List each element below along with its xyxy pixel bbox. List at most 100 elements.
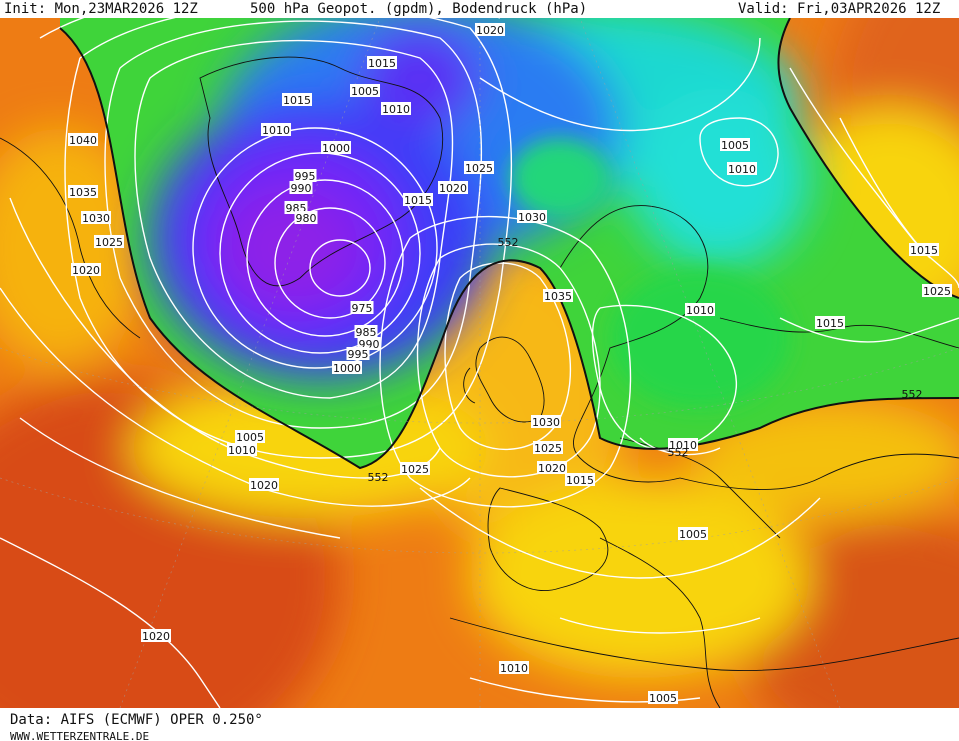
isobar-label-bg <box>543 289 573 302</box>
isobar-label-bg <box>282 93 312 106</box>
isobar-label: 1015 <box>283 94 311 107</box>
isohypse-label: 552 <box>902 388 923 401</box>
isobar-label: 1010 <box>262 124 290 137</box>
isobar-label-bg <box>350 301 374 314</box>
isobar-label: 985 <box>356 326 377 339</box>
isobar-label: 995 <box>295 170 316 183</box>
isobar-label: 1005 <box>649 692 677 705</box>
isobar-label: 1015 <box>368 57 396 70</box>
isohypse-552 <box>59 27 959 470</box>
isobar-label-bg <box>227 443 257 456</box>
isohypse-label: 552 <box>668 446 689 459</box>
isobar-label-bg <box>720 138 750 151</box>
valid-time: Valid: Fri,03APR2026 12Z <box>738 1 941 17</box>
isobar-label: 975 <box>352 302 373 315</box>
isobar-label-bg <box>727 162 757 175</box>
isobar-label: 1005 <box>679 528 707 541</box>
isobar-label: 1010 <box>500 662 528 675</box>
isobar-label: 1005 <box>351 85 379 98</box>
isobar-label-bg <box>350 84 380 97</box>
isobar-label-bg <box>354 325 378 338</box>
isobar-label: 1000 <box>333 362 361 375</box>
isobar-label: 1025 <box>401 463 429 476</box>
init-time: Init: Mon,23MAR2026 12Z <box>4 1 198 17</box>
isobar-label-bg <box>294 211 318 224</box>
isobar-label-bg <box>284 201 308 214</box>
isobar-label: 990 <box>291 182 312 195</box>
isobar-label-bg <box>565 473 595 486</box>
isohypse-552-east <box>777 18 959 299</box>
isobar-label-bg <box>685 303 715 316</box>
isobar-label: 1020 <box>142 630 170 643</box>
isobar-label-bg <box>678 527 708 540</box>
isobar-label-bg <box>367 56 397 69</box>
isobar-label: 1025 <box>95 236 123 249</box>
site-url: WWW.WETTERZENTRALE.DE <box>10 730 150 741</box>
isobar-label: 1025 <box>534 442 562 455</box>
isobars <box>0 18 959 708</box>
isobar-label-bg <box>531 415 561 428</box>
isobar-label-layer: 1020101510051015101010101040100099599098… <box>68 23 952 705</box>
isobar-label-bg <box>438 181 468 194</box>
isobar-label-bg <box>475 23 505 36</box>
isobar-label-bg <box>289 181 313 194</box>
isobar-label: 1010 <box>728 163 756 176</box>
isobar-label-bg <box>403 193 433 206</box>
isobar-label-bg <box>321 141 351 154</box>
isobar-label-bg <box>668 438 698 451</box>
isobar-label: 1005 <box>721 139 749 152</box>
isobar-label: 1010 <box>382 103 410 116</box>
isobar-label: 980 <box>296 212 317 225</box>
green-detail <box>510 138 790 408</box>
isobar-label-bg <box>332 361 362 374</box>
isobar-label: 1015 <box>404 194 432 207</box>
isobar-label-bg <box>261 123 291 136</box>
weather-map: 1020101510051015101010101040100099599098… <box>0 18 959 708</box>
isobar-label-bg <box>235 430 265 443</box>
isobar-label: 1020 <box>538 462 566 475</box>
isobar-label: 1040 <box>69 134 97 147</box>
isobar-label-bg <box>533 441 563 454</box>
isobar-label: 1005 <box>236 431 264 444</box>
graticule <box>0 18 959 708</box>
isohypse-label: 552 <box>368 471 389 484</box>
isobar-label-bg <box>141 629 171 642</box>
isobar-label: 1030 <box>518 211 546 224</box>
isobar-label: 1020 <box>250 479 278 492</box>
isobar-label-bg <box>909 243 939 256</box>
isobar-label-bg <box>68 185 98 198</box>
isohypse-label: 552 <box>498 236 519 249</box>
isobar-label-bg <box>381 102 411 115</box>
isobar-label-bg <box>71 263 101 276</box>
isobar-label: 1010 <box>686 304 714 317</box>
isobar-label-bg <box>357 337 381 350</box>
isobar-label: 1030 <box>532 416 560 429</box>
isobar-label-bg <box>464 161 494 174</box>
isobar-label-bg <box>94 235 124 248</box>
isobar-label-bg <box>815 316 845 329</box>
isobar-label: 1015 <box>566 474 594 487</box>
isobar-label-bg <box>648 691 678 704</box>
isobar-label: 1025 <box>465 162 493 175</box>
isobar-label-bg <box>81 211 111 224</box>
isobar-label: 1035 <box>69 186 97 199</box>
isobar-label: 1015 <box>910 244 938 257</box>
isobar-label-bg <box>400 462 430 475</box>
data-source: Data: AIFS (ECMWF) OPER 0.250° <box>10 712 263 728</box>
isobar-label-bg <box>249 478 279 491</box>
isobar-label: 1010 <box>669 439 697 452</box>
isobar-label: 995 <box>348 348 369 361</box>
isobar-label: 1000 <box>322 142 350 155</box>
isobar-label: 1020 <box>439 182 467 195</box>
isobar-label: 1020 <box>476 24 504 37</box>
isobar-label: 1035 <box>544 290 572 303</box>
isobar-label-bg <box>68 133 98 146</box>
isobar-label: 1025 <box>923 285 951 298</box>
isobar-label: 1015 <box>816 317 844 330</box>
isobar-label-bg <box>922 284 952 297</box>
isobar-label-bg <box>346 347 370 360</box>
isobar-label: 1020 <box>72 264 100 277</box>
isobar-label-bg <box>517 210 547 223</box>
footer: Data: AIFS (ECMWF) OPER 0.250° WWW.WETTE… <box>0 709 959 741</box>
map-title: 500 hPa Geopot. (gpdm), Bodendruck (hPa) <box>250 1 588 17</box>
